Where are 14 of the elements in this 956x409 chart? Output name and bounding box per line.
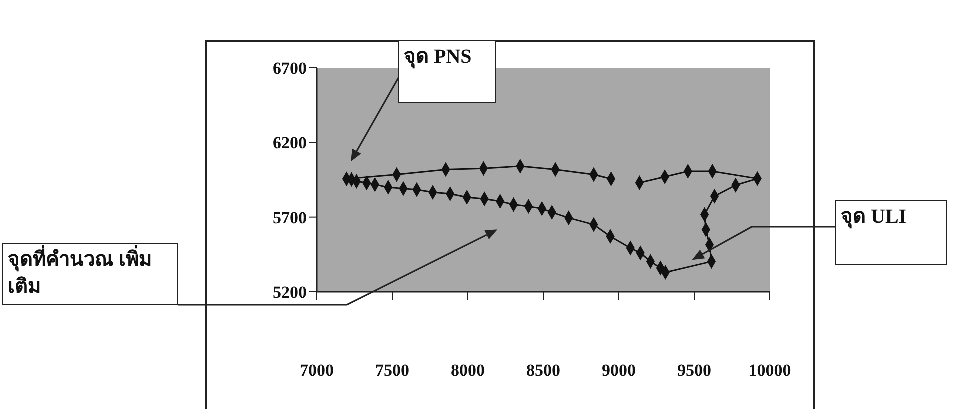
y-tick-label: 6200: [273, 134, 307, 153]
x-tick-label: 9000: [602, 361, 636, 380]
y-tick-label: 5700: [273, 208, 307, 228]
x-tick-label: 10000: [748, 361, 792, 380]
text: จุด ULI: [835, 200, 947, 265]
x-tick-label: 8500: [526, 361, 560, 380]
text: จุดที่คำนวณ เพิ่มเติม: [2, 243, 178, 305]
x-tick-label: 7000: [300, 361, 334, 380]
x-tick-label: 8000: [451, 361, 485, 380]
x-tick-label: 7500: [376, 361, 410, 380]
y-tick-label: 5200: [273, 283, 307, 302]
annotation: จุด PNS: [398, 40, 496, 103]
y-tick-label: 6700: [273, 59, 307, 78]
x-tick-label: 9500: [678, 361, 712, 380]
